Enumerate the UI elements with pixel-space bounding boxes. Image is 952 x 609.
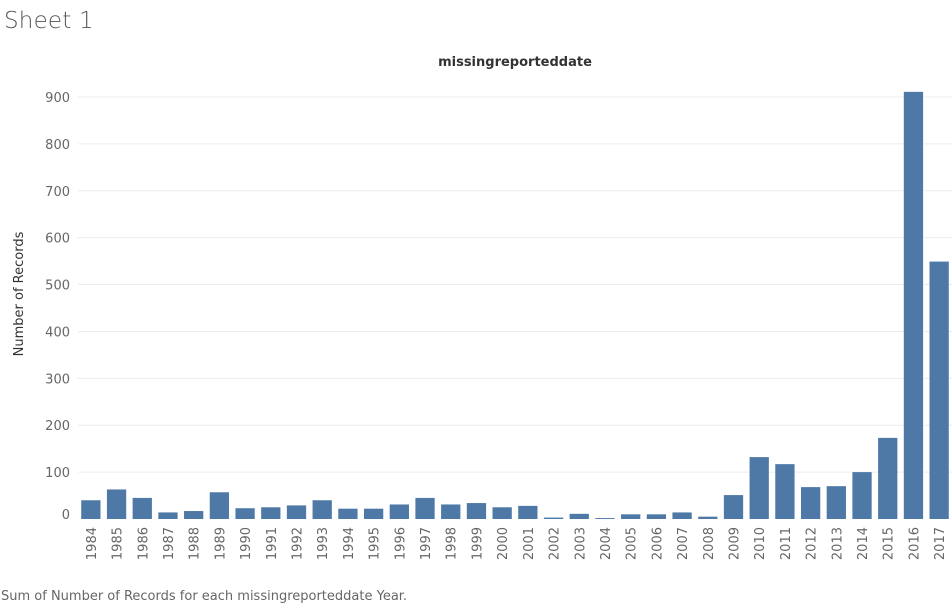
- x-tick-label: 1998: [445, 527, 460, 560]
- bar-2000[interactable]: [492, 507, 512, 519]
- x-tick-label: 2012: [805, 527, 820, 560]
- bar-1993[interactable]: [312, 500, 332, 519]
- bar-1992[interactable]: [286, 505, 307, 519]
- x-tick-label: 1989: [213, 527, 228, 560]
- y-tick-label: 700: [45, 185, 70, 200]
- bar-2009[interactable]: [723, 495, 744, 519]
- x-tick-label: 2000: [496, 527, 511, 560]
- bar-1985[interactable]: [106, 489, 127, 519]
- x-tick-label: 1988: [188, 527, 203, 560]
- sheet-caption: Sum of Number of Records for each missin…: [1, 589, 408, 604]
- bar-1996[interactable]: [389, 504, 409, 519]
- bar-2002[interactable]: [543, 517, 564, 519]
- x-tick-label: 1999: [470, 527, 485, 560]
- x-tick-label: 2002: [548, 527, 563, 560]
- x-tick-label: 2011: [779, 527, 794, 560]
- bar-1995[interactable]: [363, 508, 384, 519]
- bar-2003[interactable]: [569, 513, 589, 519]
- x-tick-label: 2008: [702, 527, 717, 560]
- bar-2012[interactable]: [800, 487, 821, 519]
- x-tick-label: 1991: [265, 527, 280, 560]
- bar-1986[interactable]: [132, 497, 152, 519]
- bar-2001[interactable]: [518, 505, 538, 519]
- x-tick-label: 1996: [393, 527, 408, 560]
- x-tick-label: 2009: [728, 527, 743, 560]
- y-tick-label: 200: [45, 419, 70, 434]
- x-tick-label: 2004: [599, 527, 614, 560]
- x-tick-label: 2017: [933, 527, 948, 560]
- x-tick-label: 2013: [830, 527, 845, 560]
- bar-1987[interactable]: [158, 512, 178, 519]
- x-tick-label: 2007: [676, 527, 691, 560]
- bar-2007[interactable]: [672, 512, 692, 519]
- x-tick-label: 2015: [882, 527, 897, 560]
- x-tick-label: 1990: [239, 527, 254, 560]
- y-tick-label: 100: [45, 466, 70, 481]
- gridlines: [78, 96, 952, 473]
- y-axis-title: Number of Records: [12, 231, 27, 356]
- x-tick-label: 1986: [136, 527, 151, 560]
- bar-1984[interactable]: [81, 500, 101, 519]
- bar-2014[interactable]: [852, 472, 872, 519]
- y-tick-label: 300: [45, 372, 70, 387]
- x-tick-label: 2010: [753, 527, 768, 560]
- bar-1991[interactable]: [261, 507, 281, 519]
- bar-2011[interactable]: [775, 464, 795, 519]
- x-tick-label: 1984: [85, 527, 100, 560]
- bar-2017[interactable]: [929, 261, 949, 519]
- bar-2016[interactable]: [903, 91, 924, 519]
- x-tick-label: 2014: [856, 527, 871, 560]
- x-axis-ticks: 1984 1985 1986 1987 1988 1989 1990 1991 1992 1993…: [85, 527, 948, 560]
- y-axis-ticks: 0 100 200 300 400 500 600 700 800 900: [45, 91, 70, 523]
- x-tick-label: 1985: [111, 527, 126, 560]
- bar-1994[interactable]: [338, 508, 358, 519]
- bar-1997[interactable]: [415, 497, 435, 519]
- bar-2005[interactable]: [621, 514, 641, 519]
- x-tick-label: 1994: [342, 527, 357, 560]
- y-tick-label: 800: [45, 138, 70, 153]
- x-tick-label: 2006: [650, 527, 665, 560]
- bar-1989[interactable]: [209, 492, 230, 519]
- bars: [81, 91, 949, 519]
- y-tick-label: 400: [45, 325, 70, 340]
- y-tick-label: 900: [45, 91, 70, 106]
- y-tick-label: 500: [45, 279, 70, 294]
- bar-2013[interactable]: [826, 486, 846, 519]
- bar-1998[interactable]: [441, 504, 461, 519]
- bar-2010[interactable]: [749, 457, 769, 519]
- x-tick-label: 1995: [368, 527, 383, 560]
- bar-1990[interactable]: [235, 508, 255, 519]
- bar-1988[interactable]: [184, 511, 204, 519]
- y-tick-label: 600: [45, 232, 70, 247]
- x-tick-label: 1992: [291, 527, 306, 560]
- sheet-title: Sheet 1: [4, 8, 94, 34]
- y-tick-label: 0: [62, 508, 70, 523]
- x-tick-label: 2003: [573, 527, 588, 560]
- x-tick-label: 2001: [522, 527, 537, 560]
- bar-2006[interactable]: [646, 514, 667, 519]
- x-tick-label: 1997: [419, 527, 434, 560]
- x-tick-label: 1993: [316, 527, 331, 560]
- x-tick-label: 1987: [162, 527, 177, 560]
- bar-2015[interactable]: [878, 437, 898, 519]
- x-tick-label: 2016: [907, 527, 922, 560]
- chart-title: missingreporteddate: [438, 55, 592, 70]
- bar-1999[interactable]: [466, 503, 487, 519]
- x-tick-label: 2005: [625, 527, 640, 560]
- bar-2008[interactable]: [698, 516, 718, 519]
- bar-2004[interactable]: [595, 518, 615, 519]
